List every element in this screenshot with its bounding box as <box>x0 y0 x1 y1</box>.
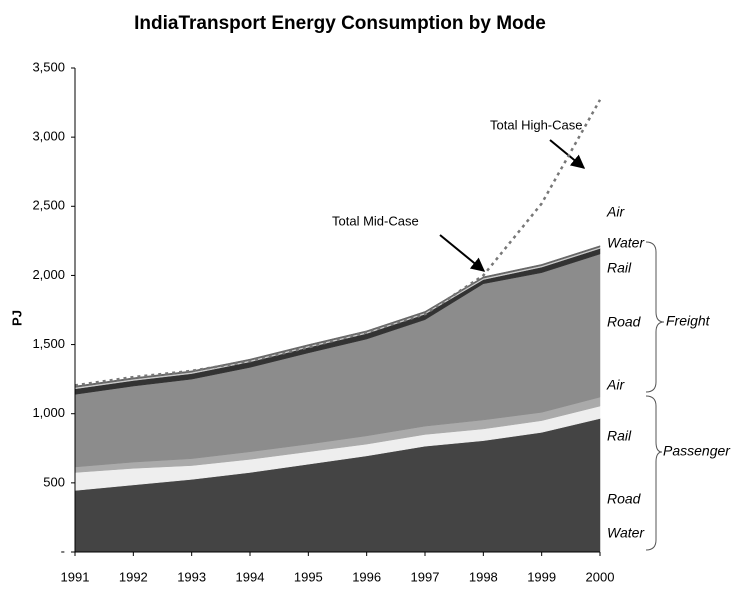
series-label: Rail <box>607 428 632 444</box>
series-label: Air <box>606 204 625 220</box>
y-tick-label: 500 <box>43 474 65 489</box>
area <box>74 245 601 388</box>
x-tick-label: 1996 <box>352 569 381 584</box>
chart-title: IndiaTransport Energy Consumption by Mod… <box>134 13 546 34</box>
y-tick-label: 2,500 <box>32 198 65 213</box>
y-tick-label: - <box>61 543 65 558</box>
y-axis-label: PJ <box>9 310 24 326</box>
series-label: Air <box>606 377 625 393</box>
x-tick-label: 2000 <box>586 569 615 584</box>
group-bracket <box>645 395 663 551</box>
y-tick-label: 3,500 <box>32 59 65 74</box>
series-label: Road <box>607 314 642 330</box>
y-tick-label: 1,500 <box>32 336 65 351</box>
high-case-line <box>74 99 602 387</box>
series-label: Water <box>607 235 645 251</box>
series-label: Rail <box>607 260 632 276</box>
series-label: Road <box>607 491 642 507</box>
group-bracket <box>645 241 665 393</box>
annotation-arrow <box>549 139 586 169</box>
x-tick-label: 1991 <box>61 569 90 584</box>
group-label: Passenger <box>663 443 731 459</box>
y-tick-label: 3,000 <box>32 129 65 144</box>
x-tick-label: 1993 <box>177 569 206 584</box>
x-tick-label: 1999 <box>527 569 556 584</box>
areas <box>74 245 601 553</box>
annotation: Total Mid-Case <box>332 213 419 228</box>
group-label: Freight <box>666 313 711 329</box>
annotation: Total High-Case <box>490 117 583 132</box>
x-tick-label: 1994 <box>236 569 265 584</box>
x-tick-label: 1995 <box>294 569 323 584</box>
x-tick-label: 1997 <box>411 569 440 584</box>
x-tick-label: 1992 <box>119 569 148 584</box>
y-tick-label: 1,000 <box>32 405 65 420</box>
annotation-arrow <box>439 234 486 272</box>
y-tick-label: 2,000 <box>32 267 65 282</box>
series-label: Water <box>607 525 645 541</box>
x-tick-label: 1998 <box>469 569 498 584</box>
